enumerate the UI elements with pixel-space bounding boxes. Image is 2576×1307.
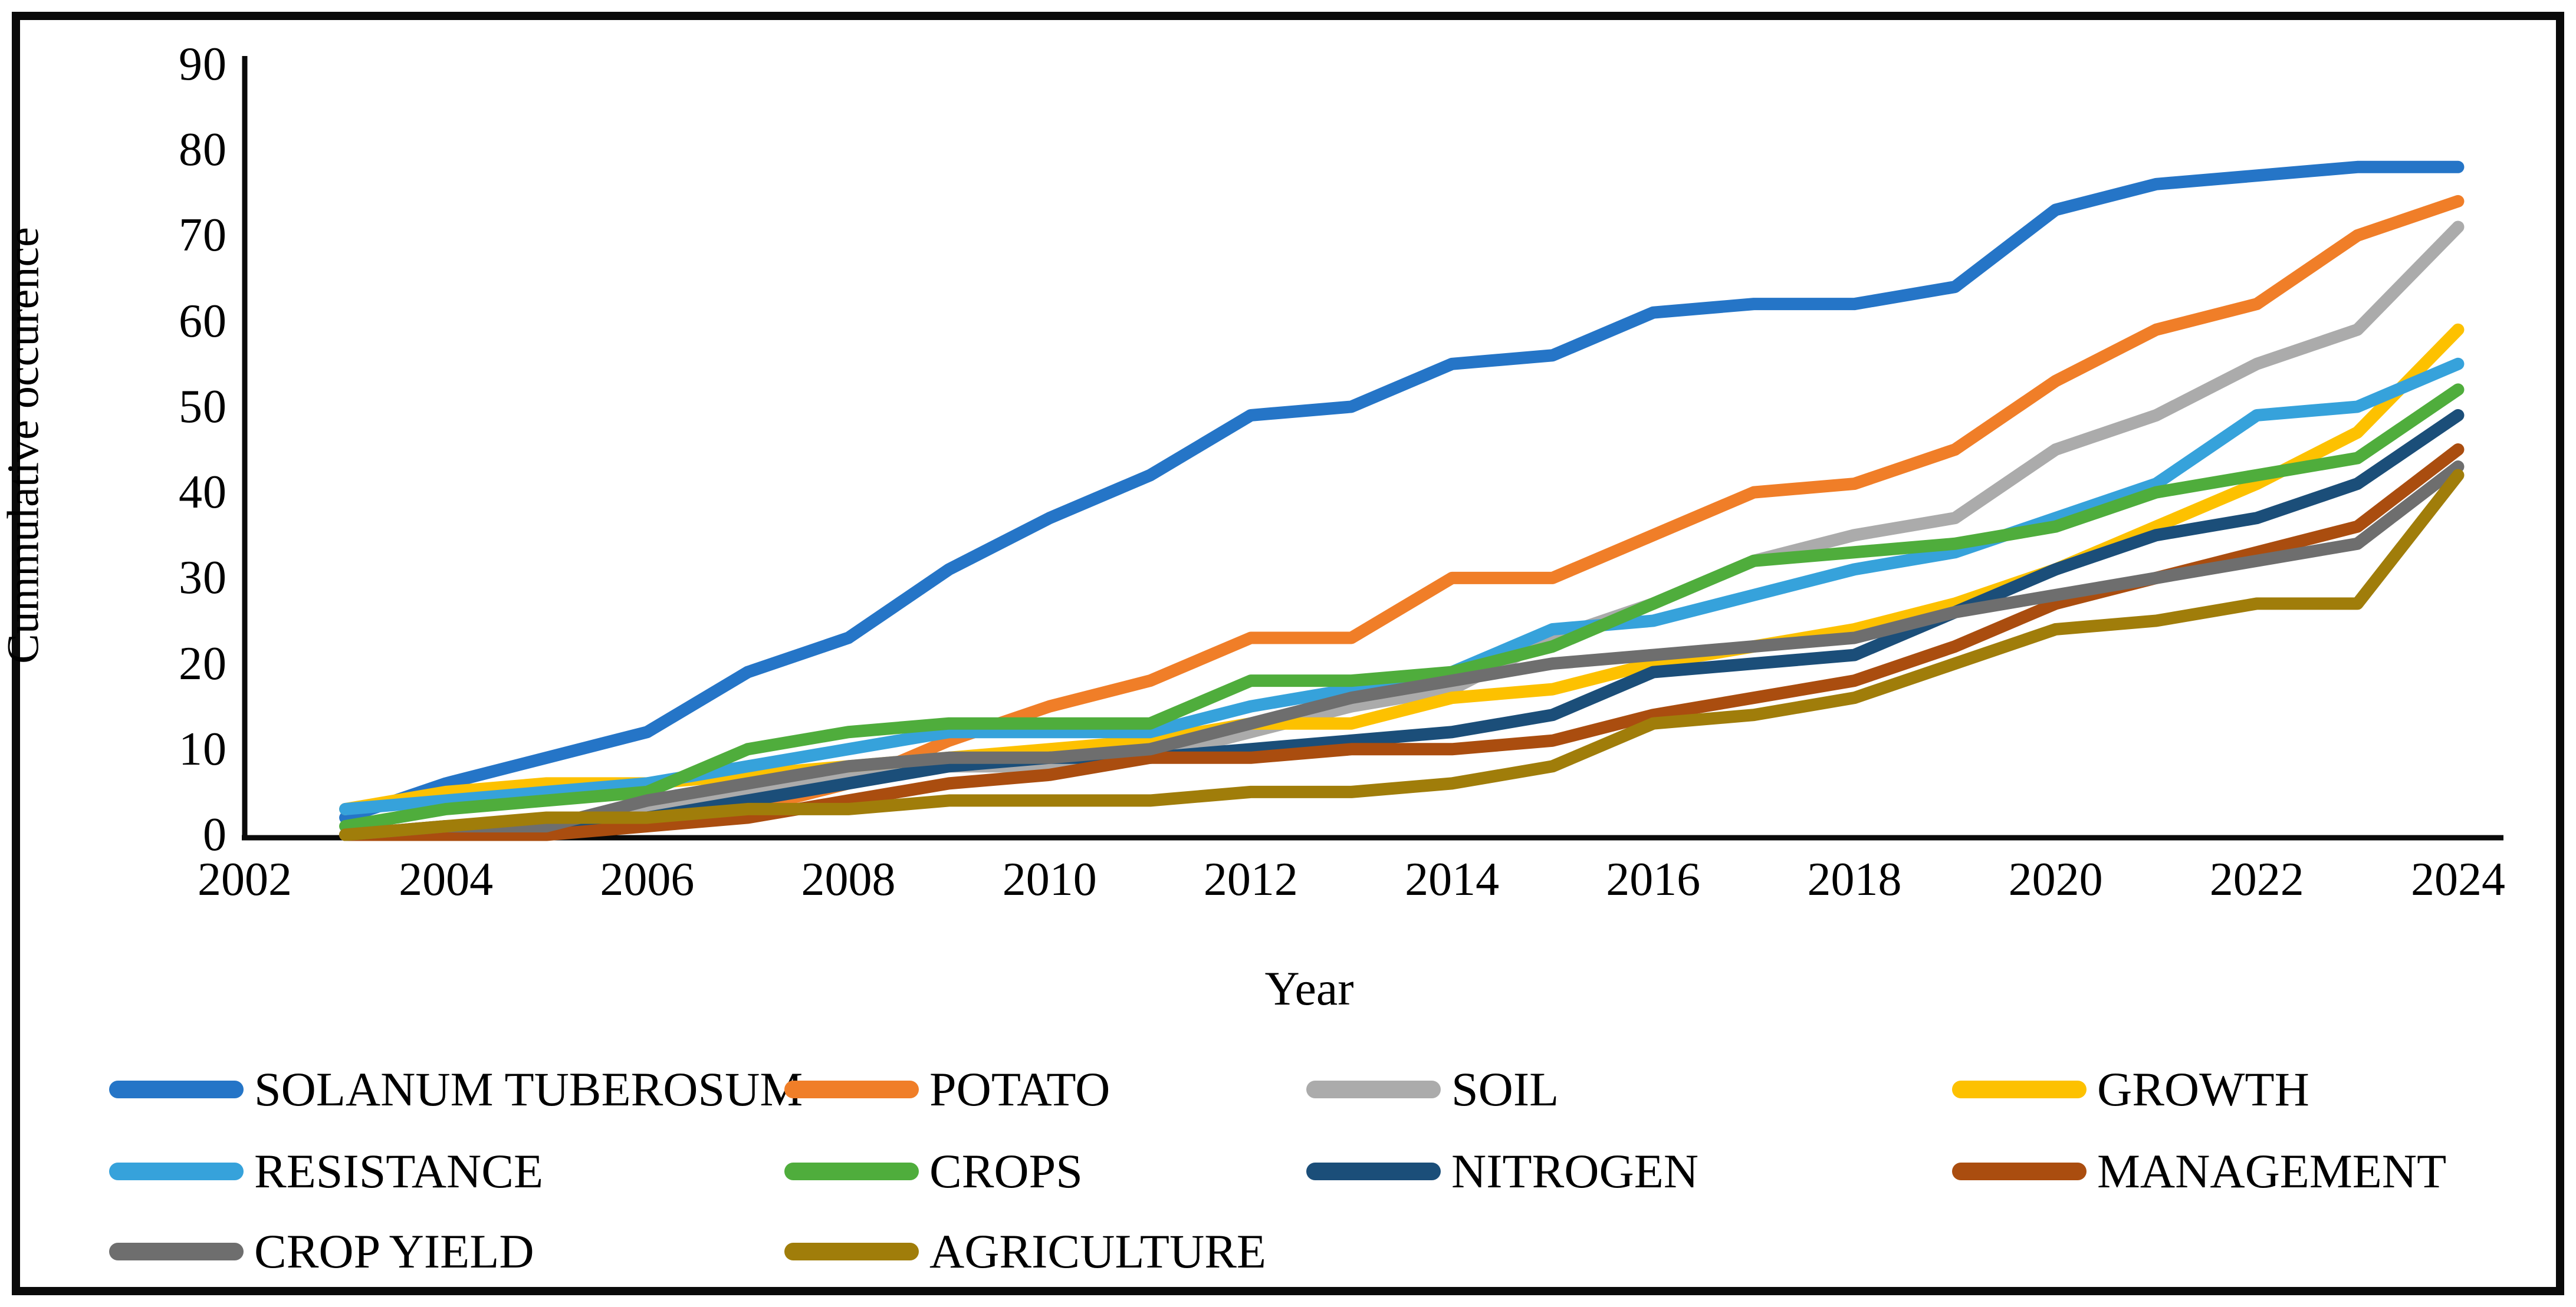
legend-item-crops: CROPS [784,1139,1083,1204]
series-line-solanum-tuberosum [339,160,2465,824]
x-tick-label-2018: 2018 [1807,854,1902,906]
legend-item-management: MANAGEMENT [1952,1139,2446,1204]
y-axis-title: Cummulative occurence [0,227,48,664]
y-tick-label-50: 50 [179,380,227,433]
x-tick-label-2020: 2020 [2008,854,2103,906]
legend-swatch-icon [109,1163,244,1180]
y-tick-label-60: 60 [179,295,227,347]
legend-label: POTATO [929,1062,1110,1116]
legend-item-potato: POTATO [784,1057,1110,1122]
legend-item-soil: SOIL [1306,1057,1559,1122]
legend-item-resistance: RESISTANCE [109,1139,543,1204]
y-tick-label-10: 10 [179,723,227,775]
x-tick-label-2022: 2022 [2209,854,2304,906]
legend-label: AGRICULTURE [929,1224,1266,1278]
legend-swatch-icon [1306,1081,1441,1098]
legend-swatch-icon [109,1081,244,1098]
legend-label: GROWTH [2097,1062,2309,1116]
x-tick-label-2016: 2016 [1606,854,1701,906]
x-tick-label-2012: 2012 [1203,854,1298,906]
x-tick-label-2010: 2010 [1002,854,1097,906]
series-line-crop-yield [339,460,2465,841]
x-tick-label-2024: 2024 [2410,854,2505,906]
legend-swatch-icon [784,1081,919,1098]
legend-item-agriculture: AGRICULTURE [784,1219,1266,1284]
y-tick-label-0: 0 [203,809,227,861]
legend-item-growth: GROWTH [1952,1057,2309,1122]
legend-swatch-icon [1952,1081,2087,1098]
x-axis-title: Year [1264,962,1354,1015]
legend-label: CROP YIELD [254,1224,534,1278]
legend-swatch-icon [784,1163,919,1180]
x-tick-label-2014: 2014 [1405,854,1500,906]
legend-swatch-icon [784,1243,919,1260]
series-line-crops [339,383,2465,832]
y-tick-label-40: 40 [179,466,227,519]
x-tick-label-2004: 2004 [399,854,494,906]
legend-label: SOIL [1451,1062,1559,1116]
x-tick-label-2008: 2008 [801,854,896,906]
legend-label: SOLANUM TUBEROSUM [254,1062,803,1116]
legend-swatch-icon [109,1243,244,1260]
y-tick-label-70: 70 [179,209,227,262]
y-tick-label-90: 90 [179,38,227,91]
y-tick-label-80: 80 [179,124,227,176]
legend-swatch-icon [1306,1163,1441,1180]
legend-item-crop-yield: CROP YIELD [109,1219,534,1284]
series-line-agriculture [339,469,2465,841]
legend-label: RESISTANCE [254,1144,544,1198]
x-tick-label-2002: 2002 [198,854,292,906]
legend-item-nitrogen: NITROGEN [1306,1139,1698,1204]
y-tick-label-20: 20 [179,637,227,690]
series-line-soil [339,220,2465,841]
legend-label: CROPS [929,1144,1083,1198]
legend-label: NITROGEN [1451,1144,1699,1198]
legend-label: MANAGEMENT [2097,1144,2447,1198]
legend-item-solanum-tuberosum: SOLANUM TUBEROSUM [109,1057,803,1122]
legend-swatch-icon [1952,1163,2087,1180]
x-tick-label-2006: 2006 [600,854,695,906]
y-tick-label-30: 30 [179,552,227,604]
